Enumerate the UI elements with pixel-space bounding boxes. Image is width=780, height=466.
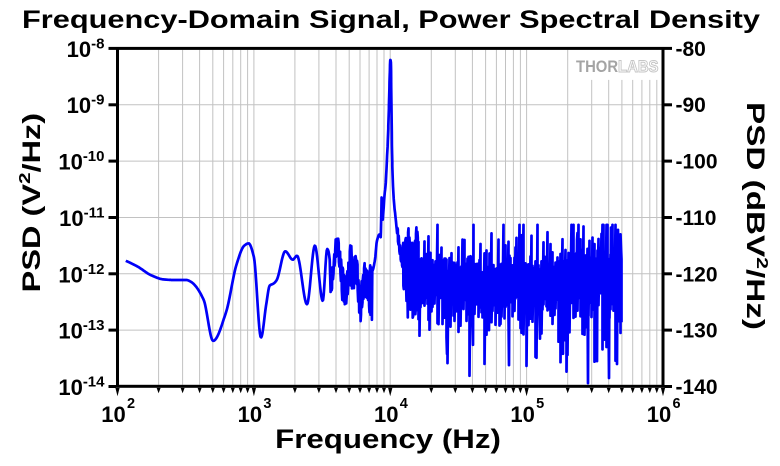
svg-text:THORLABS: THORLABS	[576, 58, 658, 76]
svg-text:3: 3	[263, 396, 271, 412]
svg-text:PSD (V2/Hz): PSD (V2/Hz)	[15, 113, 46, 292]
svg-text:10: 10	[374, 402, 398, 427]
svg-text:5: 5	[536, 396, 544, 412]
svg-text:10: 10	[238, 402, 262, 427]
svg-text:10-10: 10-10	[58, 148, 104, 175]
svg-text:-120: -120	[676, 263, 718, 286]
svg-text:10: 10	[510, 402, 534, 427]
svg-text:-90: -90	[676, 94, 706, 117]
svg-text:10: 10	[647, 402, 671, 427]
svg-text:-140: -140	[676, 376, 718, 399]
svg-text:-110: -110	[676, 207, 717, 230]
svg-text:-100: -100	[676, 151, 718, 174]
svg-text:-130: -130	[676, 320, 718, 343]
svg-text:6: 6	[673, 396, 681, 412]
svg-text:Frequency-Domain Signal, Power: Frequency-Domain Signal, Power Spectral …	[22, 6, 760, 34]
svg-text:10: 10	[101, 402, 125, 427]
svg-text:Frequency (Hz): Frequency (Hz)	[275, 425, 501, 455]
svg-text:-80: -80	[676, 38, 706, 61]
svg-text:2: 2	[127, 396, 135, 412]
svg-text:PSD (dBV2/Hz): PSD (dBV2/Hz)	[741, 102, 771, 330]
svg-text:4: 4	[400, 396, 408, 412]
